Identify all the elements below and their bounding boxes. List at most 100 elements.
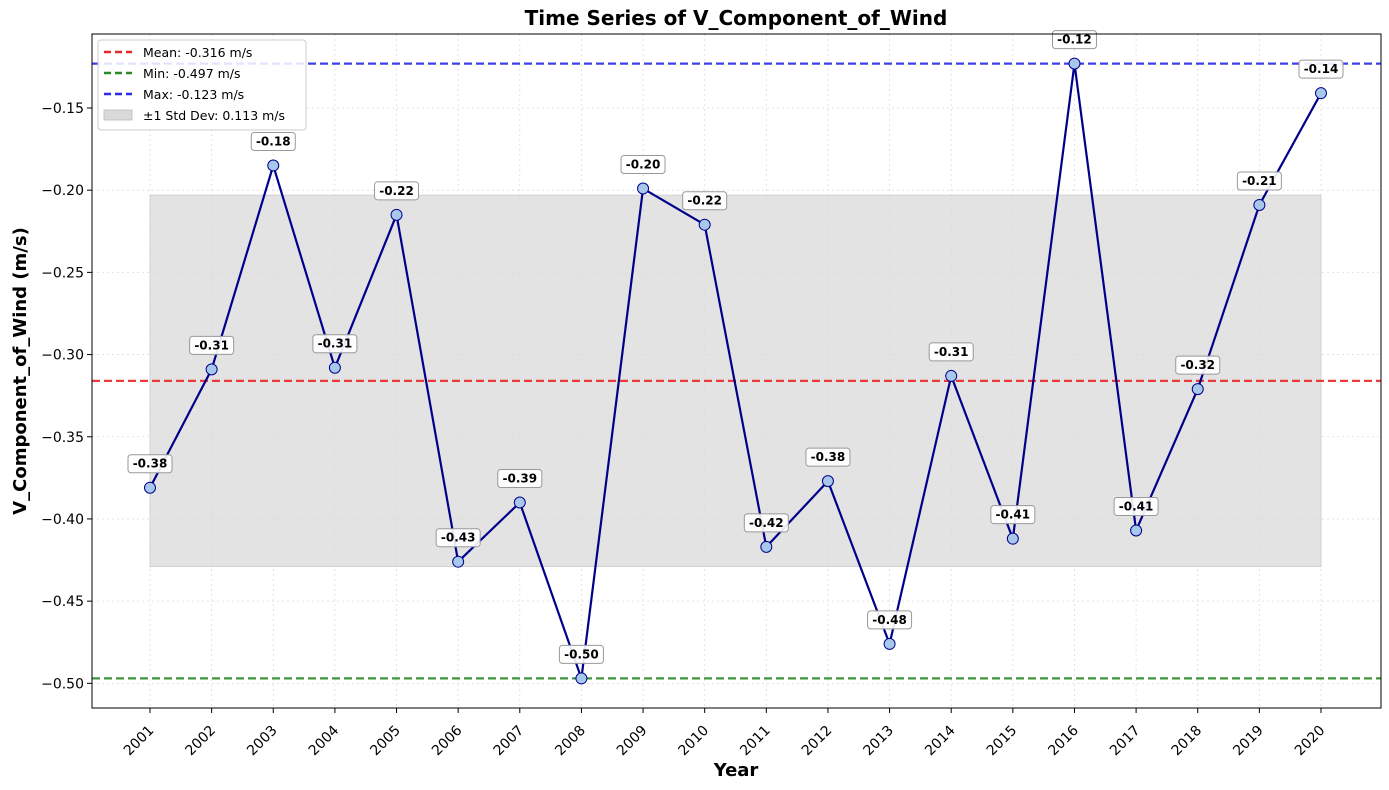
data-point [1130,524,1143,537]
data-point [1006,532,1019,545]
data-label-box [250,132,296,152]
x-tick-label: 2019 [1230,723,1267,760]
data-label: -0.22 [379,184,414,198]
data-label-box [497,469,543,489]
data-label: -0.22 [687,194,722,208]
data-label-box [867,610,913,630]
data-label-box [743,513,789,533]
reference-lines [92,62,1381,680]
x-tick-label: 2015 [984,723,1021,760]
x-tick-label: 2017 [1107,723,1144,760]
x-tick-label: 2002 [183,723,220,760]
y-tick-label: −0.40 [41,512,84,528]
data-label-box [682,191,728,211]
series-markers [144,57,1327,685]
x-tick-label: 2013 [860,723,897,760]
data-label: -0.18 [256,135,291,149]
data-label: -0.39 [502,472,537,486]
data-label: -0.50 [564,647,599,661]
x-tick-label: 2003 [244,723,281,760]
data-point [760,540,773,553]
data-point [1253,198,1266,211]
y-tick-label: −0.50 [41,676,84,692]
data-point [328,361,341,374]
chart-title: Time Series of V_Component_of_Wind [525,6,948,30]
y-tick-label: −0.20 [41,183,84,199]
data-label-box [1113,496,1159,516]
data-label-box [805,447,851,467]
data-label: -0.20 [626,158,661,172]
x-tick-label: 2008 [552,723,589,760]
data-label: -0.38 [811,450,846,464]
x-tick-label: 2005 [367,723,404,760]
data-label: -0.31 [934,345,969,359]
data-label: -0.31 [318,337,353,351]
data-label-box [127,454,173,474]
x-tick-label: 2006 [429,723,466,760]
x-tick-label: 2018 [1169,723,1206,760]
y-axis-label: V_Component_of_Wind (m/s) [10,227,31,515]
x-tick-label: 2014 [922,723,959,760]
data-point [698,218,711,231]
data-point [821,475,834,488]
x-tick-label: 2009 [614,723,651,760]
y-tick-label: −0.30 [41,348,84,364]
x-tick-label: 2012 [799,723,836,760]
x-axis-label: Year [713,760,759,781]
data-point [267,159,280,172]
data-point [205,363,218,376]
data-label: -0.31 [194,338,229,352]
legend-mean-label: Mean: -0.316 m/s [143,45,252,60]
data-label: -0.21 [1242,174,1277,188]
data-label: -0.43 [441,531,476,545]
data-label-box [558,644,604,664]
data-point [1315,87,1327,100]
data-label-box [1236,171,1282,191]
axes [91,33,1382,709]
x-tick-label: 2020 [1292,723,1329,760]
legend-max-label: Max: -0.123 m/s [143,87,244,102]
legend-band-label: ±1 Std Dev: 0.113 m/s [143,108,285,123]
data-label: -0.41 [1119,499,1154,513]
data-label-box [189,335,235,355]
data-labels: -0.38 -0.31 -0.18 -0.31 -0.22 -0.43 -0.39 -0.50… [127,30,1344,664]
data-label-box [1298,59,1344,79]
data-label-box [312,334,358,354]
data-label-box [990,505,1036,525]
x-ticks: 2001 2002 2003 2004 2005 2006 2007 2008 2009 2010… [121,708,1329,760]
legend-min-label: Min: -0.497 m/s [143,66,241,81]
x-tick-label: 2004 [306,723,343,760]
y-tick-label: −0.25 [41,265,84,281]
data-label: -0.32 [1180,358,1215,372]
data-point [1068,57,1081,70]
data-point [390,208,403,221]
data-label-box [1175,355,1221,375]
y-tick-label: −0.15 [41,101,84,117]
data-point [1191,383,1204,396]
legend-box [97,39,307,131]
data-label: -0.48 [872,613,907,627]
data-label-box [1051,30,1097,50]
data-label-box [620,155,666,175]
data-label: -0.38 [133,457,168,471]
data-point [883,637,896,650]
data-label-box [374,181,420,201]
data-label: -0.42 [749,516,784,530]
plot-frame [91,33,1382,709]
x-tick-label: 2007 [491,723,528,760]
data-label-box [928,342,974,362]
y-tick-label: −0.45 [41,594,84,610]
y-tick-label: −0.35 [41,430,84,446]
legend-band-swatch [103,109,133,121]
data-label: -0.14 [1304,62,1339,76]
data-label-box [435,528,481,548]
x-tick-label: 2011 [737,723,774,760]
data-label: -0.12 [1057,33,1092,47]
legend: Mean: -0.316 m/s Min: -0.497 m/s Max: -0… [97,39,307,131]
data-point [575,672,588,685]
x-tick-label: 2016 [1045,723,1082,760]
y-ticks: −0.50 −0.45 −0.40 −0.35 −0.30 −0.25 −0.20 −0.15 [41,101,92,692]
data-point [513,496,526,509]
data-label: -0.41 [996,508,1031,522]
